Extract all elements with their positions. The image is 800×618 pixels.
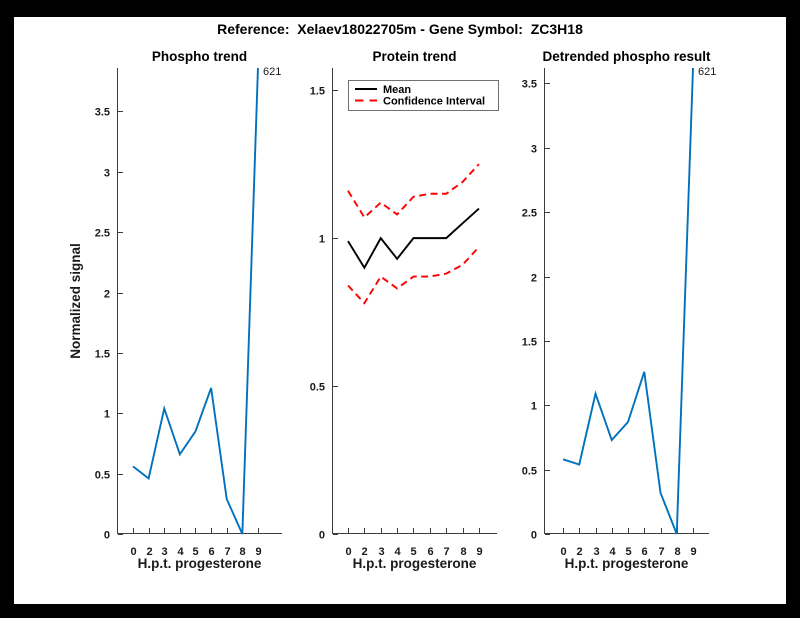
x-tick-label: 6 [641, 546, 647, 558]
y-tick-label: 1.5 [95, 349, 110, 361]
figure-title: Reference: Xelaev18022705m - Gene Symbol… [217, 21, 583, 37]
legend-label: Mean [383, 84, 411, 96]
y-tick-label: 0 [104, 530, 110, 542]
x-tick-label: 8 [674, 546, 680, 558]
peak-annotation: 621 [263, 66, 281, 78]
x-tick-label: 0 [130, 546, 136, 558]
series-phospho-signal [132, 67, 259, 535]
x-tick-label: 2 [146, 546, 152, 558]
chart-title: Protein trend [372, 49, 456, 64]
peak-annotation: 621 [698, 66, 716, 78]
chart-title: Detrended phospho result [542, 49, 711, 64]
y-tick-label: 1 [319, 234, 325, 246]
series-confidence-interval-lower [347, 246, 480, 305]
y-tick-label: 0 [531, 530, 537, 542]
y-tick-label: 0.5 [95, 470, 110, 482]
y-tick-label: 3.5 [522, 79, 537, 91]
x-tick-label: 5 [192, 546, 198, 558]
series-detrended-phospho-signal [562, 67, 694, 535]
x-tick-label: 3 [378, 546, 384, 558]
x-tick-label: 4 [394, 546, 401, 558]
y-tick-label: 1.5 [310, 86, 325, 98]
x-axis-label: H.p.t. progesterone [565, 556, 689, 571]
x-tick-label: 0 [560, 546, 566, 558]
x-tick-label: 8 [460, 546, 466, 558]
x-tick-label: 0 [345, 546, 351, 558]
y-tick-label: 3.5 [95, 107, 110, 119]
y-tick-label: 3 [104, 168, 110, 180]
x-tick-label: 6 [427, 546, 433, 558]
legend-label: Confidence Interval [383, 96, 485, 108]
figure-canvas [14, 17, 786, 604]
y-tick-label: 2 [104, 289, 110, 301]
x-tick-label: 3 [161, 546, 167, 558]
y-tick-label: 1.5 [522, 337, 537, 349]
x-tick-label: 4 [177, 546, 184, 558]
y-tick-label: 2 [531, 273, 537, 285]
y-tick-label: 0.5 [310, 382, 325, 394]
y-tick-label: 3 [531, 144, 537, 156]
x-tick-label: 3 [593, 546, 599, 558]
x-tick-label: 2 [361, 546, 367, 558]
chart-title: Phospho trend [152, 49, 247, 64]
x-tick-label: 5 [625, 546, 631, 558]
series-mean [347, 207, 480, 270]
y-tick-label: 2.5 [95, 228, 110, 240]
x-tick-label: 2 [576, 546, 582, 558]
x-tick-label: 8 [239, 546, 245, 558]
x-tick-label: 9 [690, 546, 696, 558]
x-tick-label: 6 [208, 546, 214, 558]
x-tick-label: 9 [476, 546, 482, 558]
x-axis-label: H.p.t. progesterone [138, 556, 262, 571]
y-tick-label: 0.5 [522, 466, 537, 478]
y-axis-label: Normalized signal [68, 243, 83, 359]
x-tick-label: 9 [255, 546, 261, 558]
x-tick-label: 4 [609, 546, 616, 558]
y-tick-label: 2.5 [522, 208, 537, 220]
series-confidence-interval-upper [347, 163, 480, 219]
y-tick-label: 0 [319, 530, 325, 542]
x-tick-label: 7 [224, 546, 230, 558]
x-axis-label: H.p.t. progesterone [353, 556, 477, 571]
y-tick-label: 1 [104, 409, 110, 421]
x-tick-label: 7 [658, 546, 664, 558]
y-tick-label: 1 [531, 401, 537, 413]
x-tick-label: 7 [443, 546, 449, 558]
legend-box [348, 80, 499, 111]
x-tick-label: 5 [410, 546, 416, 558]
